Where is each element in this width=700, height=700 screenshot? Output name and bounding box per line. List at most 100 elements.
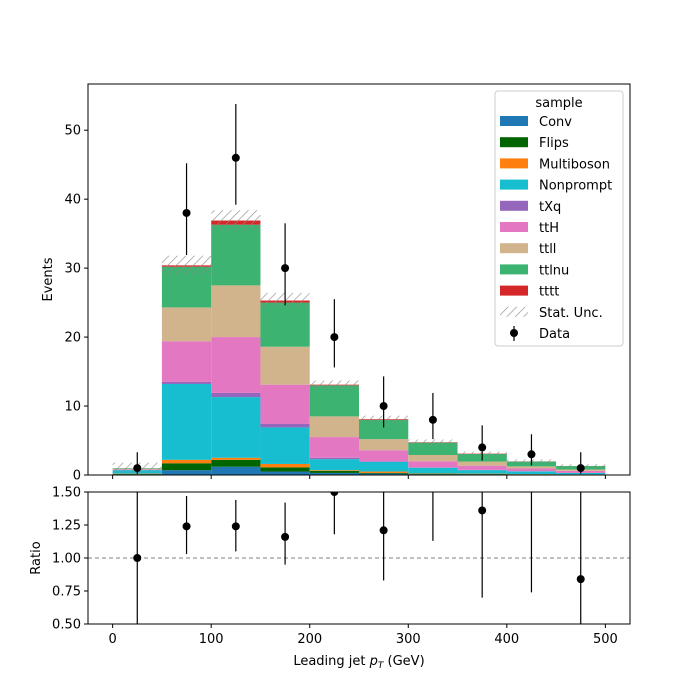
bar-conv-bin-2: [211, 466, 261, 475]
bar-multiboson-bin-1: [161, 459, 212, 464]
bar-multiboson-bin-3: [260, 463, 310, 468]
legend-swatch-stat-unc: [500, 306, 528, 317]
main-ytick-label: 10: [64, 400, 81, 415]
ratio-point-bin-9: [576, 575, 585, 584]
data-point-bin-7: [478, 443, 487, 452]
main-ytick-label: 50: [64, 124, 81, 139]
ratio-point-bin-7: [478, 506, 487, 515]
main-ytick-label: 30: [64, 262, 81, 277]
ratio-axes-frame: [87, 491, 631, 625]
legend-label-flips: Flips: [539, 136, 569, 151]
data-point-bin-6: [428, 415, 437, 424]
bar-nonprompt-bin-7: [457, 470, 507, 474]
bar-flips-bin-3: [260, 467, 310, 472]
ratio-point-bin-3: [281, 532, 290, 541]
main-axes-frame: [87, 83, 631, 476]
legend-swatch-ttlnu: [500, 264, 528, 275]
bar-multiboson-bin-2: [211, 457, 261, 460]
ratio-xtick-label: 0: [108, 632, 116, 647]
legend-swatch-tth: [500, 222, 528, 232]
legend-swatch-ttll: [500, 243, 528, 254]
legend-label-data: Data: [539, 327, 570, 342]
stat-unc-band-bin-1: [161, 255, 212, 276]
ratio-xtick-label: 300: [396, 632, 421, 647]
bar-tth-bin-1: [161, 341, 212, 382]
ratio-ytick-label: 1.50: [52, 486, 81, 501]
ratio-ytick-label: 1.00: [52, 552, 81, 567]
bar-nonprompt-bin-5: [359, 461, 409, 472]
main-ytick-label: 0: [73, 469, 81, 484]
bar-ttll-bin-3: [260, 346, 310, 385]
bar-multiboson-bin-4: [309, 470, 359, 471]
ratio-y-label: Ratio: [29, 541, 44, 574]
stat-unc-band-bin-4: [309, 380, 359, 389]
legend-label-multiboson: Multiboson: [539, 157, 610, 172]
legend-swatch-nonprompt: [500, 179, 528, 190]
ratio-xtick-label: 100: [199, 632, 224, 647]
ratio-point-bin-2: [231, 522, 240, 531]
bar-ttlnu-bin-4: [309, 385, 359, 417]
stat-unc-band-bin-2: [211, 210, 261, 231]
data-points: [133, 103, 585, 474]
ratio-point-bin-5: [379, 526, 388, 535]
data-point-bin-2: [231, 153, 240, 162]
bar-conv-bin-1: [161, 470, 212, 475]
bar-nonprompt-bin-4: [309, 459, 359, 471]
legend-label-ttll: ttll: [539, 242, 556, 257]
bar-nonprompt-bin-2: [211, 397, 261, 458]
legend-label-stat-unc: Stat. Unc.: [539, 306, 603, 321]
bar-conv-bin-5: [359, 473, 409, 475]
ratio-x-ticks: 0 100 200 300 400 500: [108, 624, 618, 647]
bar-nonprompt-bin-8: [506, 471, 557, 475]
bar-ttll-bin-2: [211, 285, 261, 338]
bar-txq-bin-1: [161, 381, 212, 384]
ratio-point-bin-0: [133, 554, 142, 562]
legend-swatch-txq: [500, 200, 528, 211]
main-ytick-label: 20: [64, 331, 81, 346]
legend-swatch-conv: [500, 116, 528, 126]
main-y-ticks: 0 10 20 30 40 50: [64, 124, 88, 484]
ratio-xtick-label: 200: [297, 632, 322, 647]
bar-tth-bin-2: [211, 337, 261, 393]
legend-label-conv: Conv: [539, 115, 572, 130]
bar-ttll-bin-5: [359, 439, 409, 451]
bar-multiboson-bin-5: [359, 471, 409, 473]
data-point-bin-0: [133, 464, 142, 473]
bar-flips-bin-5: [359, 472, 409, 474]
ratio-ytick-label: 0.50: [52, 618, 81, 633]
x-axis-label: Leading jet pT (GeV): [293, 654, 424, 671]
bar-ttlnu-bin-5: [359, 419, 409, 440]
legend: sample Conv Flips Multiboson Nonprompt tXq tt…: [494, 90, 624, 347]
bar-flips-bin-1: [161, 463, 212, 471]
ratio-ytick-label: 0.75: [52, 585, 81, 600]
ratio-xtick-label: 500: [593, 632, 618, 647]
bar-tth-bin-3: [260, 384, 310, 424]
data-point-bin-1: [182, 208, 191, 217]
legend-frame: [494, 90, 624, 347]
bar-txq-bin-2: [211, 392, 261, 398]
bar-ttlnu-bin-2: [211, 224, 261, 286]
legend-label-nonprompt: Nonprompt: [539, 179, 612, 194]
bar-conv-bin-4: [309, 472, 359, 475]
main-panel: 0 10 20 30 40 50 Events: [41, 83, 631, 484]
bar-tth-bin-5: [359, 450, 409, 462]
legend-label-ttlnu: ttlnu: [539, 263, 569, 278]
bar-tth-bin-4: [309, 437, 359, 458]
bar-tth-bin-7: [457, 465, 507, 470]
bar-flips-bin-2: [211, 459, 261, 467]
data-point-bin-4: [330, 333, 339, 342]
legend-marker-data: [510, 329, 518, 337]
bar-ttll-bin-6: [408, 455, 458, 462]
legend-swatch-tttt: [500, 285, 528, 296]
bar-flips-bin-6: [408, 473, 458, 475]
legend-label-tttt: tttt: [539, 285, 559, 300]
ratio-xtick-label: 400: [494, 632, 519, 647]
legend-swatch-multiboson: [500, 158, 528, 169]
bar-ttlnu-bin-6: [408, 442, 458, 456]
legend-swatch-flips: [500, 137, 528, 148]
legend-label-tth: ttH: [539, 221, 559, 236]
main-y-label: Events: [41, 257, 56, 301]
ratio-panel: 0.50 0.75 1.00 1.25 1.50 0 100 200 300 400 500 Ra…: [29, 486, 631, 671]
legend-title: sample: [535, 96, 582, 111]
data-point-bin-8: [527, 450, 536, 459]
